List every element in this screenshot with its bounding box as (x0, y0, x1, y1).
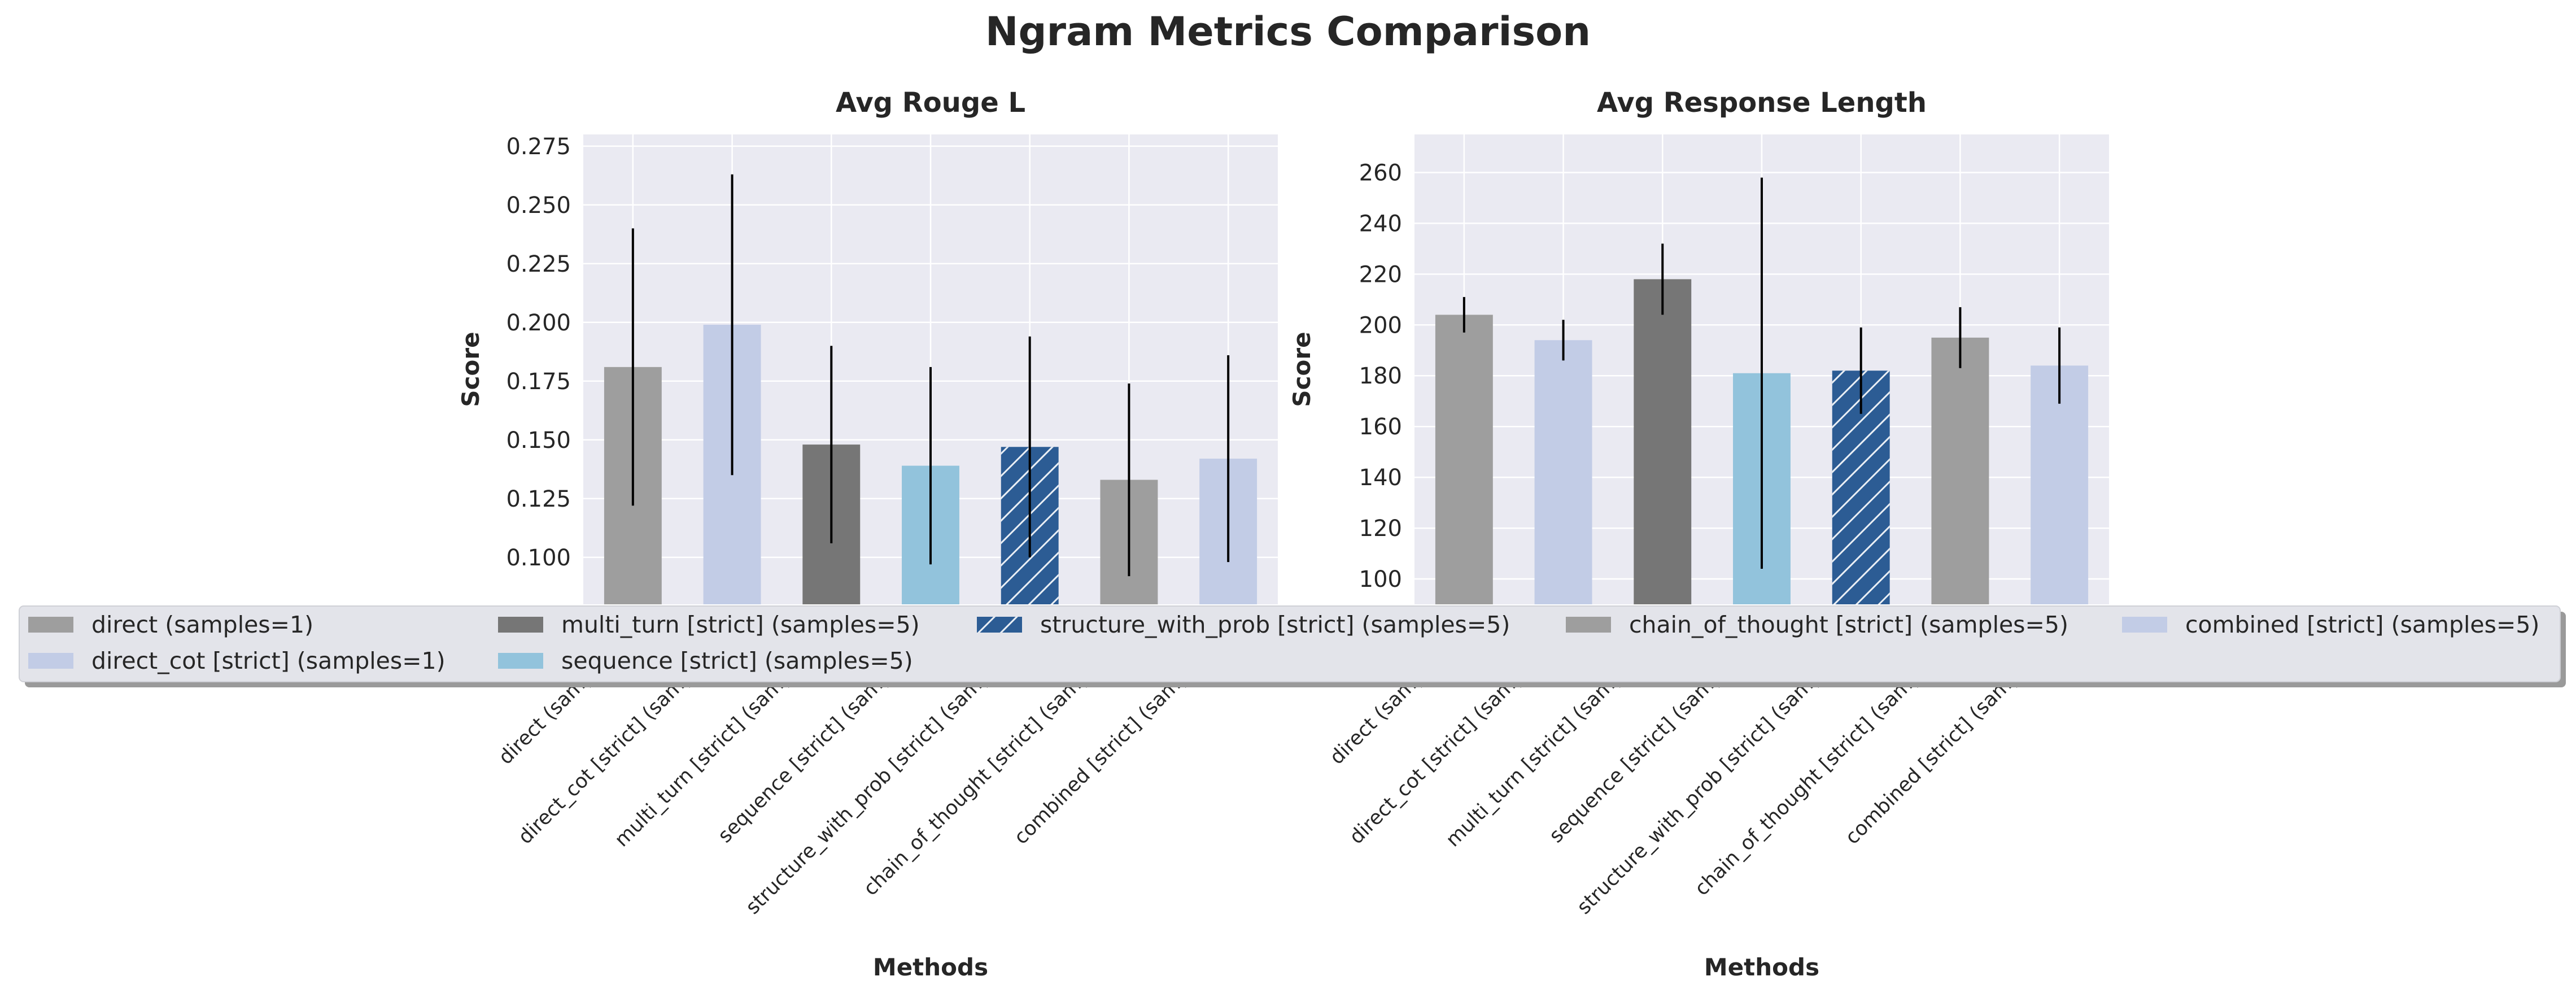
legend-swatch-2 (28, 653, 73, 669)
bar-6 (1931, 337, 1989, 604)
bar-1 (1435, 315, 1493, 604)
legend-label-3: multi_turn [strict] (samples=5) (561, 611, 920, 638)
legend: direct (samples=1) direct_cot [strict] (s… (19, 605, 2566, 687)
bar-2 (1534, 340, 1592, 604)
figure-title: Ngram Metrics Comparison (985, 8, 1591, 55)
legend-label-6: chain_of_thought [strict] (samples=5) (1629, 611, 2068, 638)
legend-label-2: direct_cot [strict] (samples=1) (91, 647, 446, 674)
y-tick-label: 260 (1359, 160, 1402, 186)
y-tick-label: 0.225 (506, 251, 571, 277)
panel-title: Avg Response Length (1597, 87, 1927, 119)
legend-swatch-6 (1566, 617, 1611, 633)
y-tick-label: 0.175 (506, 369, 571, 395)
y-tick-label: 0.275 (506, 134, 571, 160)
y-axis-label: Score (1288, 332, 1316, 407)
legend-label-7: combined [strict] (samples=5) (2185, 611, 2539, 638)
y-axis-label: Score (457, 332, 484, 407)
x-axis-label: Methods (873, 953, 988, 981)
legend-swatch-4 (498, 653, 543, 669)
bar-7 (2031, 365, 2089, 604)
chart-panels: 0.100 0.125 0.150 0.175 0.200 0.225 0.250 0.275… (457, 87, 2109, 981)
bar-3 (1634, 279, 1692, 604)
y-tick-label: 200 (1359, 312, 1402, 338)
y-tick-label: 160 (1359, 414, 1402, 440)
legend-swatch-hatch (977, 617, 1022, 633)
legend-label-4: sequence [strict] (samples=5) (561, 647, 913, 674)
legend-label-5: structure_with_prob [strict] (samples=5) (1040, 611, 1510, 638)
y-tick-label: 0.250 (506, 193, 571, 219)
y-tick-label: 100 (1359, 566, 1402, 592)
legend-swatch-1 (28, 617, 73, 633)
y-tick-label: 240 (1359, 211, 1402, 237)
y-tick-label: 0.200 (506, 310, 571, 336)
y-tick-label: 0.100 (506, 545, 571, 571)
legend-swatch-3 (498, 617, 543, 633)
panel-title: Avg Rouge L (836, 87, 1025, 119)
legend-box (19, 605, 2561, 682)
y-tick-label: 220 (1359, 262, 1402, 287)
y-tick-label: 120 (1359, 516, 1402, 542)
legend-swatch-7 (2122, 617, 2167, 633)
y-tick-label: 180 (1359, 363, 1402, 389)
y-tick-label: 0.150 (506, 428, 571, 454)
legend-label-1: direct (samples=1) (91, 611, 313, 638)
x-axis-label: Methods (1704, 953, 1819, 981)
y-tick-label: 140 (1359, 465, 1402, 491)
panel-1: 0.100 0.125 0.150 0.175 0.200 0.225 0.250 0.275… (457, 87, 1278, 981)
y-tick-label: 0.125 (506, 486, 571, 512)
